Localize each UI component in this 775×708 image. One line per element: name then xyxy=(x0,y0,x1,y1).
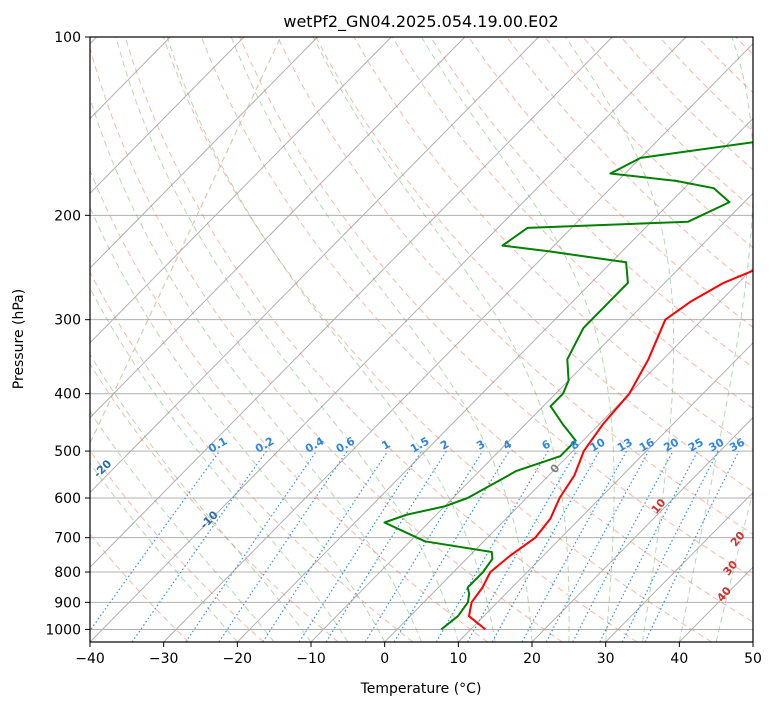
moist-adiabat-line xyxy=(90,96,422,642)
x-tick-label: −30 xyxy=(149,651,179,667)
x-tick-label: 0 xyxy=(380,651,389,667)
mixing-ratio-line xyxy=(298,450,423,642)
mixing-ratio-line xyxy=(599,450,699,642)
mixing-ratio-line xyxy=(218,450,348,642)
mixing-ratio-line xyxy=(491,450,600,642)
mixing-ratio-line xyxy=(521,450,628,642)
mixing-ratio-line xyxy=(393,450,510,642)
moist-adiabat-line xyxy=(115,37,459,642)
y-tick-label: 800 xyxy=(54,565,81,581)
y-tick-label: 100 xyxy=(54,30,81,46)
mixing-ratio-line xyxy=(621,450,719,642)
moist-adiabat-line xyxy=(715,489,753,642)
moist-adiabat-line xyxy=(90,287,349,642)
mixing-ratio-line xyxy=(364,450,484,642)
moist-adiabat-line xyxy=(90,353,312,642)
dewpoint-profile-line xyxy=(383,141,753,631)
mixing-ratio-line xyxy=(325,450,447,642)
x-tick-label: −20 xyxy=(223,651,253,667)
moist-adiabat-line xyxy=(90,462,238,642)
moist-adiabat-line xyxy=(421,37,615,642)
isotherm-gridline xyxy=(531,416,753,642)
isotherm-gridline xyxy=(90,37,392,344)
isotherm-gridline xyxy=(90,37,613,568)
dry-adiabat-line xyxy=(90,449,264,642)
dry-adiabat-line xyxy=(353,37,753,451)
mixing-ratio-line xyxy=(185,450,317,642)
x-tick-label: 30 xyxy=(597,651,615,667)
y-tick-label: 200 xyxy=(54,208,81,224)
isotherm-gridline xyxy=(90,37,539,494)
isotherm-gridline xyxy=(236,117,753,642)
x-axis-label: Temperature (°C) xyxy=(360,681,482,697)
isotherm-gridline xyxy=(605,491,753,642)
y-tick-label: 1000 xyxy=(45,622,81,638)
moist-adiabat-line xyxy=(90,410,275,642)
moist-adiabat-line xyxy=(565,37,675,642)
y-tick-label: 400 xyxy=(54,387,81,403)
dry-adiabat-line xyxy=(90,169,488,642)
isotherm-gridline xyxy=(163,42,753,642)
dry-adiabat-line xyxy=(391,37,753,409)
y-tick-label: 900 xyxy=(54,595,81,611)
plot-frame xyxy=(89,36,754,643)
y-tick-label: 500 xyxy=(54,444,81,460)
y-axis-label: Pressure (hPa) xyxy=(11,289,27,389)
temperature-profile-line xyxy=(468,269,753,631)
mixing-ratio-line xyxy=(131,450,267,642)
dry-adiabat-line xyxy=(200,37,753,623)
dry-adiabat-line xyxy=(429,37,753,369)
isotherm-gridline xyxy=(90,37,245,194)
dry-adiabat-line xyxy=(90,363,339,642)
x-tick-label: −10 xyxy=(296,651,326,667)
moist-adiabat-line xyxy=(312,37,570,642)
dry-adiabat-line xyxy=(124,37,638,642)
dry-adiabat-line xyxy=(90,271,414,642)
x-tick-label: 50 xyxy=(744,651,762,667)
dry-adiabat-line xyxy=(277,37,753,535)
y-tick-label: 600 xyxy=(54,491,81,507)
isotherm-gridline xyxy=(384,267,753,642)
dry-adiabat-line xyxy=(468,37,753,328)
x-tick-label: 40 xyxy=(670,651,688,667)
x-tick-label: 10 xyxy=(449,651,467,667)
moist-adiabat-line xyxy=(230,37,533,642)
dry-adiabat-line xyxy=(239,37,753,579)
x-tick-label: −40 xyxy=(75,651,105,667)
isotherm-gridline xyxy=(90,37,466,419)
mixing-ratio-line xyxy=(545,450,650,642)
dry-adiabat-line xyxy=(315,37,753,493)
dry-adiabat-line xyxy=(90,46,563,642)
mixing-ratio-line xyxy=(644,450,740,642)
isotherm-gridline xyxy=(457,342,753,642)
moist-adiabat-line xyxy=(678,37,753,642)
isotherm-gridline xyxy=(90,37,687,642)
moist-adiabat-line xyxy=(166,37,496,642)
chart-title: wetPf2_GN04.2025.054.19.00.E02 xyxy=(283,12,558,32)
moist-adiabat-line xyxy=(90,206,386,642)
y-tick-label: 300 xyxy=(54,313,81,329)
dry-adiabat-line xyxy=(162,37,712,642)
isotherm-gridline xyxy=(90,37,318,269)
x-tick-label: 20 xyxy=(523,651,541,667)
mixing-ratio-line xyxy=(90,450,221,632)
dry-adiabat-line xyxy=(506,37,753,288)
y-tick-label: 700 xyxy=(54,531,81,547)
mixing-ratio-line xyxy=(262,450,389,642)
